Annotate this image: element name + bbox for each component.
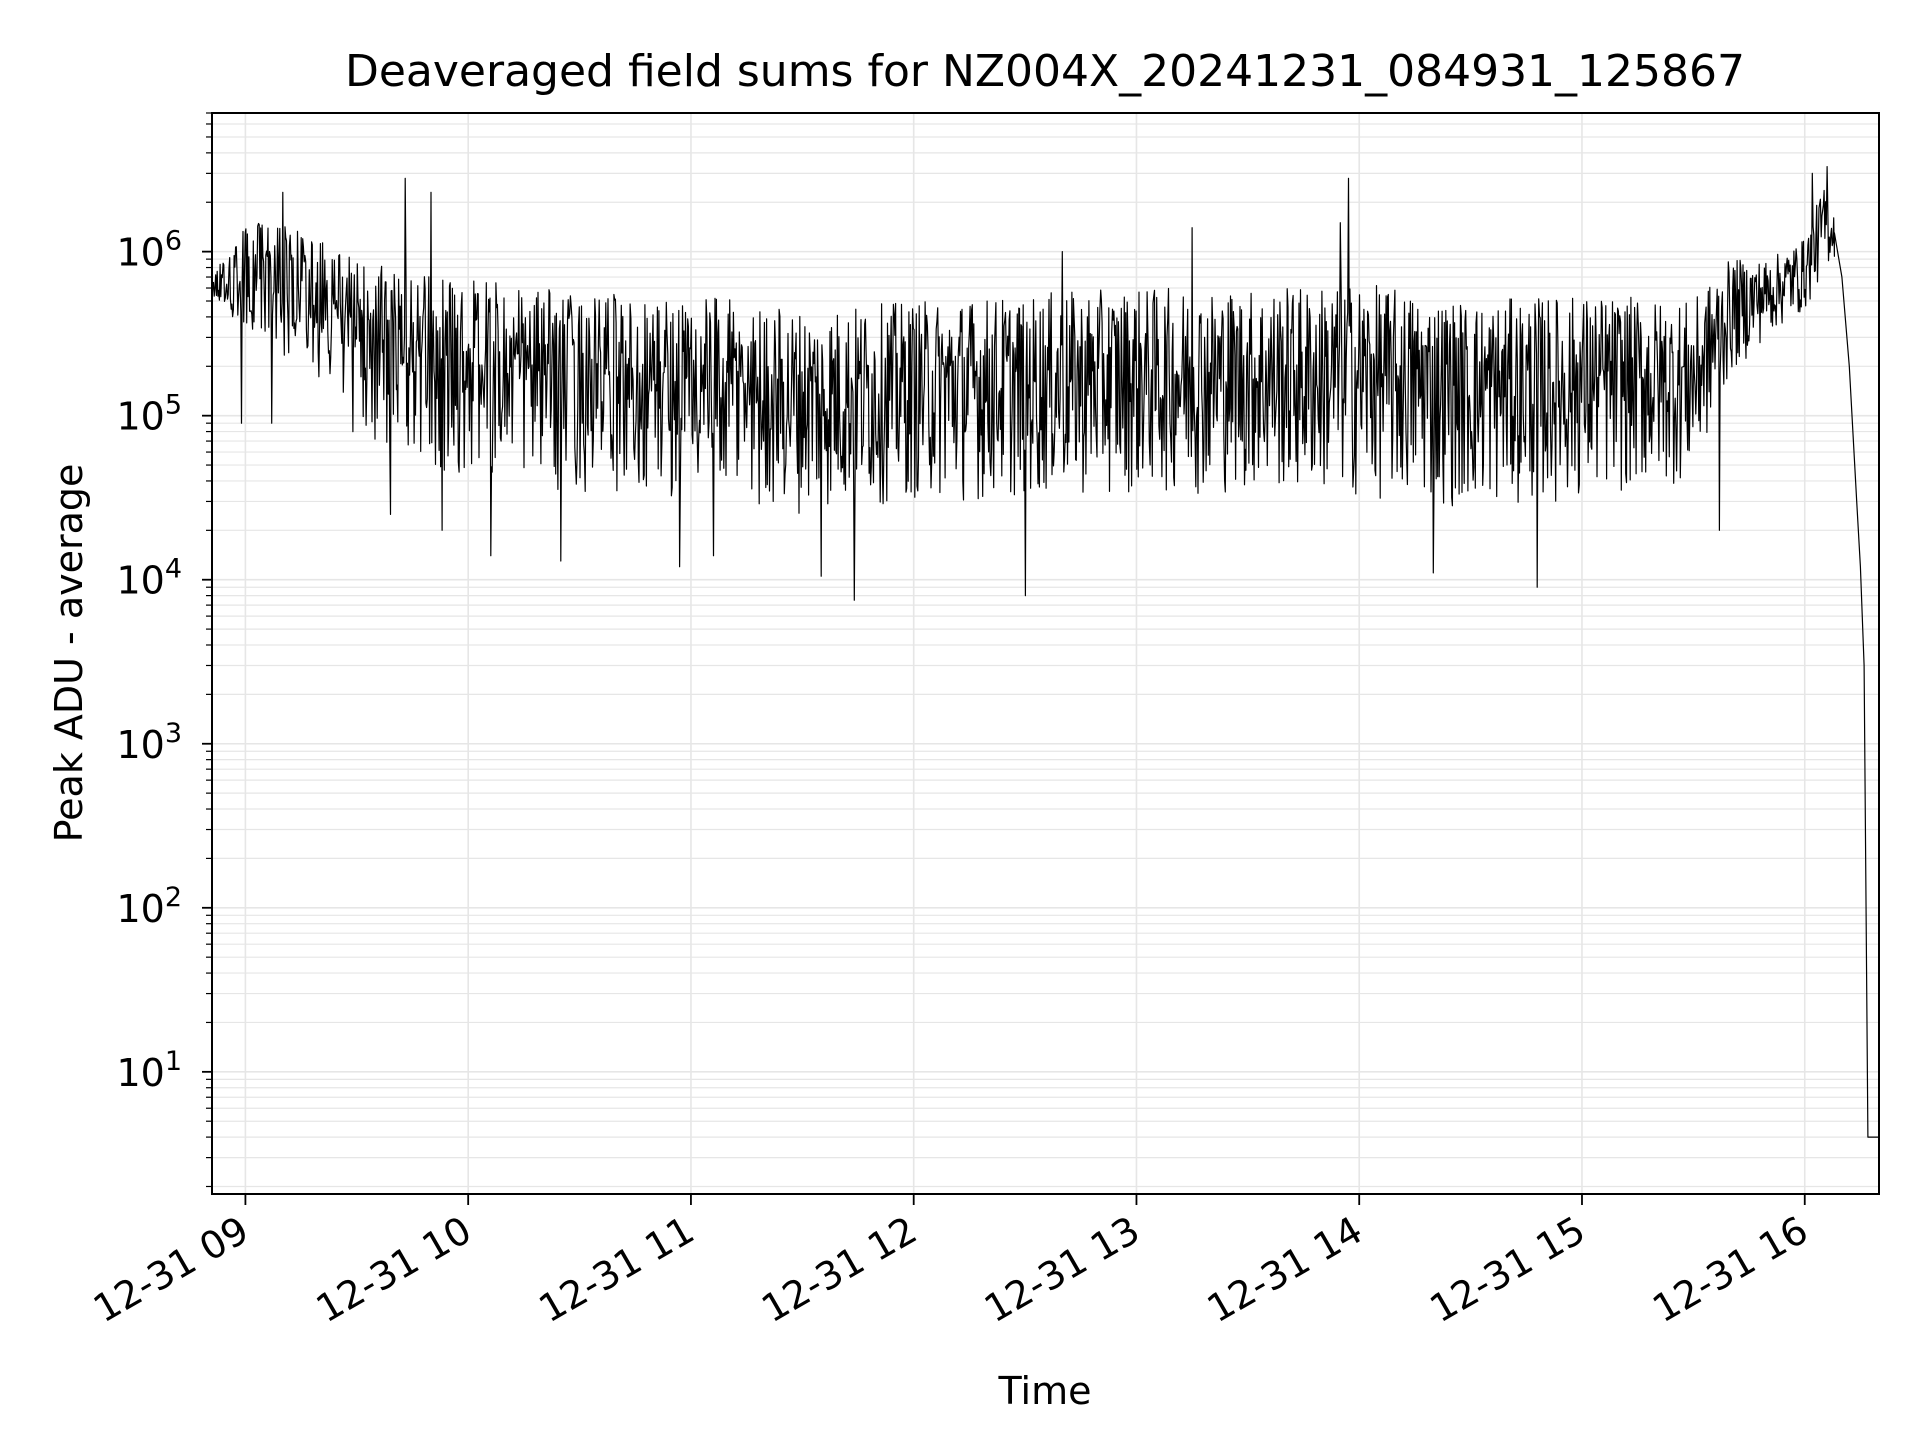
x-axis-label: Time	[998, 1369, 1092, 1413]
y-axis-label: Peak ADU - average	[47, 464, 91, 843]
x-tick-label: 12-31 11	[531, 1208, 701, 1332]
y-tick-label: 101	[116, 1046, 182, 1095]
x-tick-label: 12-31 10	[309, 1208, 479, 1332]
x-tick-label: 12-31 13	[977, 1208, 1147, 1332]
series-group	[211, 166, 1879, 1138]
y-axis: 101 102 103 104 105 106	[116, 112, 212, 1188]
x-tick-label: 12-31 09	[86, 1208, 256, 1332]
y-tick-label: 103	[116, 718, 182, 767]
y-tick-label: 106	[116, 226, 182, 275]
chart-title: Deaveraged field sums for NZ004X_2024123…	[345, 46, 1745, 97]
x-axis: 12-31 09 12-31 10 12-31 11 12-31 12 12-31 13…	[86, 1194, 1815, 1331]
y-tick-label: 104	[116, 554, 182, 603]
y-tick-label: 102	[116, 882, 182, 931]
plot-frame	[211, 112, 1880, 1195]
series-line	[211, 166, 1879, 1138]
y-tick-label: 105	[116, 390, 182, 439]
x-tick-label: 12-31 15	[1423, 1208, 1593, 1332]
x-tick-label: 12-31 16	[1645, 1208, 1815, 1332]
grid-lines	[212, 112, 1879, 1194]
x-tick-label: 12-31 14	[1200, 1208, 1370, 1332]
x-tick-label: 12-31 12	[754, 1208, 924, 1332]
